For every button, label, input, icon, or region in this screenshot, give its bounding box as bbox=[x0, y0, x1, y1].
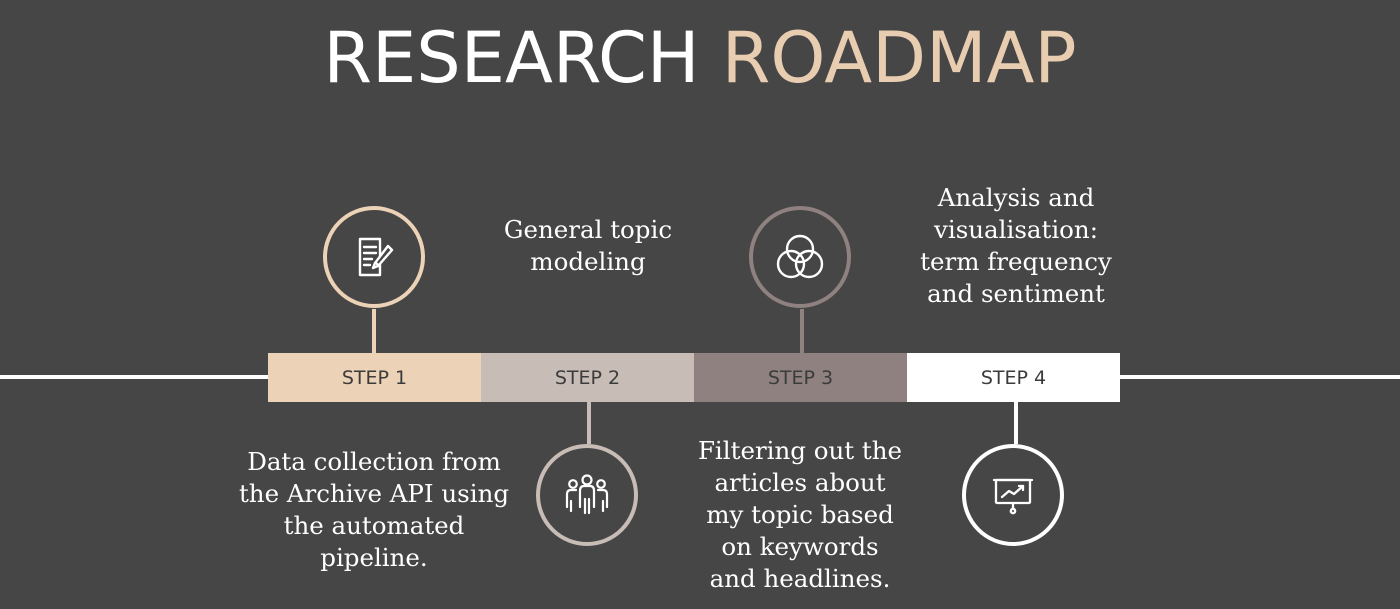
step-2-bar: STEP 2 bbox=[481, 353, 694, 402]
overlapping-circles-icon bbox=[773, 232, 827, 282]
step-3-bar: STEP 3 bbox=[694, 353, 907, 402]
step-2-circle bbox=[536, 444, 638, 546]
title-word-roadmap: ROADMAP bbox=[721, 17, 1077, 99]
step-4-bar: STEP 4 bbox=[907, 353, 1120, 402]
step-4-description: Analysis and visualisation: term frequen… bbox=[920, 183, 1112, 308]
step-1-connector bbox=[372, 309, 376, 353]
people-group-icon bbox=[563, 473, 611, 517]
step-2-label: STEP 2 bbox=[554, 366, 621, 389]
document-edit-icon bbox=[351, 234, 397, 280]
title-word-research: RESEARCH bbox=[323, 17, 700, 99]
step-2-connector bbox=[587, 402, 591, 444]
step-3-label: STEP 3 bbox=[767, 366, 834, 389]
step-3-description: Filtering out the articles about my topi… bbox=[697, 436, 903, 593]
step-1-circle bbox=[323, 206, 425, 308]
step-4-connector bbox=[1014, 402, 1018, 444]
step-1-description: Data collection from the Archive API usi… bbox=[238, 447, 510, 572]
step-3-connector bbox=[800, 309, 804, 353]
step-3-circle bbox=[749, 206, 851, 308]
step-1-bar: STEP 1 bbox=[268, 353, 481, 402]
step-1-label: STEP 1 bbox=[341, 366, 408, 389]
step-4-circle bbox=[962, 444, 1064, 546]
step-2-description: General topic modeling bbox=[503, 215, 673, 276]
step-4-label: STEP 4 bbox=[980, 366, 1047, 389]
presentation-chart-icon bbox=[991, 473, 1035, 517]
page-title: RESEARCH ROADMAP bbox=[0, 18, 1400, 98]
